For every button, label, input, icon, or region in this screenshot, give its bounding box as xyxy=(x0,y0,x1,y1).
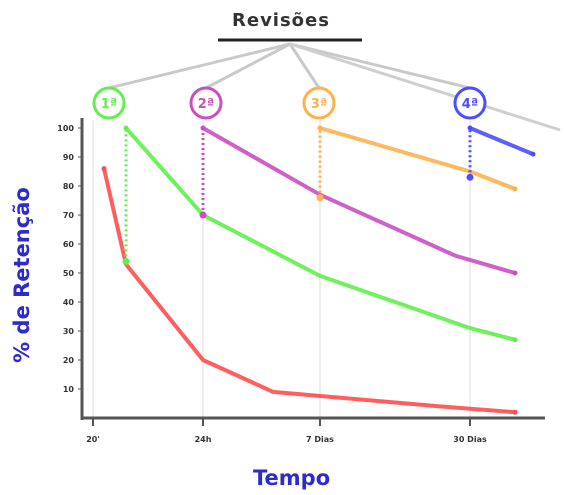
series-magenta-line xyxy=(201,126,517,275)
x-tick-label: 24h xyxy=(195,435,212,444)
y-tick-label: 90 xyxy=(63,153,75,162)
y-tick-label: 50 xyxy=(63,269,75,278)
review-badge-label-4: 4ª xyxy=(462,97,478,112)
y-tick-label: 40 xyxy=(63,298,75,307)
series-magenta-point xyxy=(512,270,518,276)
x-tick-label: 30 Dias xyxy=(453,435,487,444)
series-orange-line xyxy=(318,126,517,191)
x-tick-label: 7 Dias xyxy=(306,435,334,444)
series-red-line xyxy=(102,166,517,415)
series-green-point xyxy=(123,125,129,131)
y-tick-label: 30 xyxy=(63,327,75,336)
series-red-point xyxy=(101,166,107,172)
series-blue-point xyxy=(530,151,536,157)
review-badge-3 xyxy=(302,86,336,120)
series-green-point xyxy=(512,337,518,343)
series-blue-line xyxy=(468,126,535,157)
chart-title: Revisões xyxy=(232,10,330,31)
review-badge-4 xyxy=(453,86,487,120)
review-badge-label-1: 1ª xyxy=(101,97,117,112)
y-tick-label: 80 xyxy=(63,182,75,191)
connector-line-2 xyxy=(205,42,291,90)
connector-line-extra xyxy=(289,42,561,132)
y-tick-label: 60 xyxy=(63,240,75,249)
connector-line-1 xyxy=(108,42,291,90)
review-badge-label-3: 3ª xyxy=(311,97,327,112)
connector-line-3 xyxy=(288,43,321,89)
series-blue-point xyxy=(466,173,474,181)
review-badge-1 xyxy=(92,86,126,120)
series-orange-point xyxy=(317,125,323,131)
y-axis-label: % de Retenção xyxy=(10,187,34,363)
series-green-point xyxy=(122,257,130,265)
series-red-point xyxy=(512,409,518,415)
series-orange-point xyxy=(316,194,324,202)
review-badge-label-2: 2ª xyxy=(198,97,214,112)
series-green-line xyxy=(124,126,517,342)
y-tick-label: 20 xyxy=(63,356,75,365)
x-axis-label: Tempo xyxy=(253,466,331,490)
connector-line-4 xyxy=(289,42,471,90)
y-tick-label: 70 xyxy=(63,211,75,220)
series-magenta-point xyxy=(200,125,206,131)
x-tick-label: 20' xyxy=(86,435,100,444)
y-tick-label: 10 xyxy=(63,385,75,394)
review-badge-2 xyxy=(189,86,223,120)
series-magenta-point xyxy=(199,211,207,219)
series-orange-point xyxy=(512,186,518,192)
series-blue-point xyxy=(467,125,473,131)
y-tick-label: 100 xyxy=(57,124,74,133)
